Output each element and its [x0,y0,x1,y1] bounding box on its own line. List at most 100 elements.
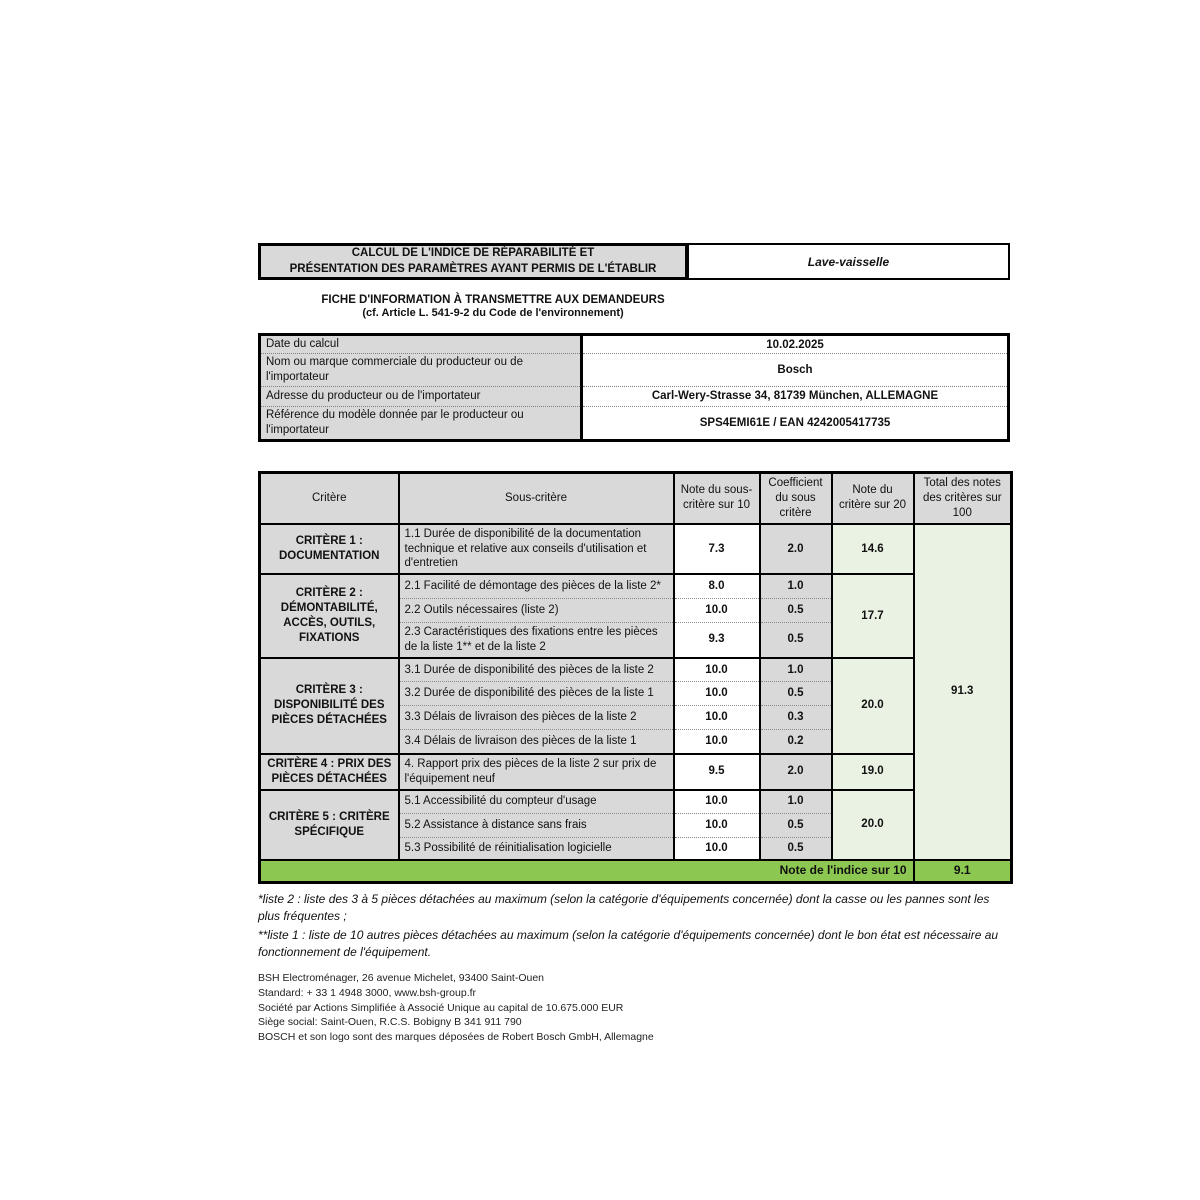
score10-3-2: 10.0 [672,681,760,706]
table-row: 2.2 Outils nécessaires (liste 2) 10.0 0.… [260,597,1012,623]
criterion-1-name: CRITÈRE 1 : DOCUMENTATION [258,522,399,575]
score10-1-1: 7.3 [672,522,760,575]
table-row: CRITÈRE 5 : CRITÈRE SPÉCIFIQUE 5.1 Acces… [258,788,1012,860]
subcriterion-3-1: 3.1 Durée de disponibilité des pièces de… [397,656,674,682]
score10-5-3: 10.0 [672,837,760,860]
criterion-5-name: CRITÈRE 5 : CRITÈRE SPÉCIFIQUE [258,788,399,860]
subcriterion-5-3: 5.3 Possibilité de réinitialisation logi… [397,837,674,860]
header-sous-critere: Sous-critère [397,471,674,524]
repairability-sheet: CALCUL DE L'INDICE DE RÉPARABILITÉ ET PR… [258,243,1013,1045]
document-title-line2: PRÉSENTATION DES PARAMÈTRES AYANT PERMIS… [289,262,657,275]
coef-4-1: 2.0 [758,752,832,790]
subcriterion-2-2: 2.2 Outils nécessaires (liste 2) [397,597,674,623]
criterion-3-score20: 20.0 [830,656,914,754]
header-note-sur-20: Note du critère sur 20 [830,471,914,524]
table-row: Référence du modèle donnée par le produc… [259,405,1009,441]
coef-2-1: 1.0 [758,573,832,599]
table-row: 3.4 Délais de livraison des pièces de la… [260,729,1012,754]
header-coefficient: Coefficient du sous critère [758,471,832,524]
product-type-box: Lave-vaisselle [687,243,1010,280]
table-header-row: Critère Sous-critère Note du sous-critèr… [258,471,1012,524]
table-row: CRITÈRE 3 : DISPONIBILITÉ DES PIÈCES DÉT… [258,656,1012,754]
manufacturer-info-table: Date du calcul 10.02.2025 Nom ou marque … [258,333,1010,442]
subcriterion-5-1: 5.1 Accessibilité du compteur d'usage [397,788,674,814]
score10-5-1: 10.0 [672,788,760,814]
coef-2-2: 0.5 [758,597,832,623]
subcriterion-4-1: 4. Rapport prix des pièces de la liste 2… [397,752,674,790]
info-value-address: Carl-Wery-Strasse 34, 81739 München, ALL… [581,385,1009,407]
coef-2-3: 0.5 [758,621,832,658]
criterion-3-name: CRITÈRE 3 : DISPONIBILITÉ DES PIÈCES DÉT… [258,656,399,754]
coef-5-1: 1.0 [758,788,832,814]
subcriterion-2-1: 2.1 Facilité de démontage des pièces de … [397,573,674,599]
criterion-5-score20: 20.0 [830,788,914,860]
header-total-sur-100: Total des notes des critères sur 100 [912,471,1012,524]
product-type-label: Lave-vaisselle [807,254,890,269]
info-label-model: Référence du modèle donnée par le produc… [259,405,583,441]
subtitle-line1: FICHE D'INFORMATION À TRANSMETTRE AUX DE… [321,294,665,306]
subtitle-block: FICHE D'INFORMATION À TRANSMETTRE AUX DE… [258,294,728,319]
header-note-sur-10: Note du sous-critère sur 10 [672,471,760,524]
table-row: Adresse du producteur ou de l'importateu… [259,385,1009,407]
score-table: Critère Sous-critère Note du sous-critèr… [258,470,1013,885]
table-row: 5.3 Possibilité de réinitialisation logi… [260,837,1012,860]
subcriterion-1-1: 1.1 Durée de disponibilité de la documen… [397,522,674,575]
info-label-date: Date du calcul [259,334,583,354]
table-row: CRITÈRE 2 : DÉMONTABILITÉ, ACCÈS, OUTILS… [258,573,1012,658]
criterion-4-name: CRITÈRE 4 : PRIX DES PIÈCES DÉTACHÉES [258,752,399,790]
score10-3-3: 10.0 [672,705,760,730]
coef-1-1: 2.0 [758,522,832,575]
info-label-brand: Nom ou marque commerciale du producteur … [259,353,583,387]
document-title-line1: CALCUL DE L'INDICE DE RÉPARABILITÉ ET [351,246,595,259]
header-critere: Critère [258,471,399,524]
subcriterion-5-2: 5.2 Assistance à distance sans frais [397,813,674,838]
table-row: Nom ou marque commerciale du producteur … [259,353,1009,387]
info-value-brand: Bosch [581,353,1009,387]
table-row: Date du calcul 10.02.2025 [259,334,1009,354]
score10-4-1: 9.5 [672,752,760,790]
table-row: CRITÈRE 1 : DOCUMENTATION 1.1 Durée de d… [258,522,1012,860]
info-label-address: Adresse du producteur ou de l'importateu… [259,385,583,407]
score10-2-3: 9.3 [672,621,760,658]
score10-5-2: 10.0 [672,813,760,838]
footer-phone-web: Standard: + 33 1 4948 3000, www.bsh-grou… [258,986,477,999]
footer-company-form: Société par Actions Simplifiée à Associé… [258,1001,624,1014]
score10-2-2: 10.0 [672,597,760,623]
table-row: 3.3 Délais de livraison des pièces de la… [260,705,1012,730]
subcriterion-2-3: 2.3 Caractéristiques des fixations entre… [397,621,674,658]
coef-3-1: 1.0 [758,656,832,682]
table-row: 5.2 Assistance à distance sans frais 10.… [260,813,1012,838]
document-title: CALCUL DE L'INDICE DE RÉPARABILITÉ ET PR… [258,243,688,280]
footer-registration: Siège social: Saint-Ouen, R.C.S. Bobigny… [258,1016,522,1029]
criterion-2-score20: 17.7 [830,573,914,658]
criterion-2-name: CRITÈRE 2 : DÉMONTABILITÉ, ACCÈS, OUTILS… [258,573,399,658]
coef-3-3: 0.3 [758,705,832,730]
footnote-liste1: **liste 1 : liste de 10 autres pièces dé… [258,928,999,960]
title-row: CALCUL DE L'INDICE DE RÉPARABILITÉ ET PR… [258,243,1010,280]
coef-5-2: 0.5 [758,813,832,838]
score10-3-4: 10.0 [672,729,760,754]
coef-5-3: 0.5 [758,837,832,860]
criterion-1-score20: 14.6 [830,522,914,575]
score10-3-1: 10.0 [672,656,760,682]
subcriterion-3-4: 3.4 Délais de livraison des pièces de la… [397,729,674,754]
table-row: CRITÈRE 4 : PRIX DES PIÈCES DÉTACHÉES 4.… [258,752,1012,790]
subtitle-line2: (cf. Article L. 541-9-2 du Code de l'env… [362,307,624,319]
company-footer: BSH Electroménager, 26 avenue Michelet, … [258,971,1010,1044]
footnote-liste2: *liste 2 : liste des 3 à 5 pièces détach… [258,892,990,924]
table-row: 3.2 Durée de disponibilité des pièces de… [260,681,1012,706]
info-value-model: SPS4EMI61E / EAN 4242005417735 [581,405,1009,441]
coef-3-4: 0.2 [758,729,832,754]
criterion-4-score20: 19.0 [830,752,914,790]
score10-2-1: 8.0 [672,573,760,599]
footnotes: *liste 2 : liste des 3 à 5 pièces détach… [258,891,1006,961]
index-row: Note de l'indice sur 10 9.1 [258,858,1012,883]
info-value-date: 10.02.2025 [766,338,824,351]
subcriterion-3-2: 3.2 Durée de disponibilité des pièces de… [397,681,674,706]
index-label: Note de l'indice sur 10 [258,858,914,883]
coef-3-2: 0.5 [758,681,832,706]
index-value: 9.1 [912,858,1012,883]
subcriterion-3-3: 3.3 Délais de livraison des pièces de la… [397,705,674,730]
table-row: 2.3 Caractéristiques des fixations entre… [260,621,1012,658]
total-score-100: 91.3 [912,522,1012,860]
